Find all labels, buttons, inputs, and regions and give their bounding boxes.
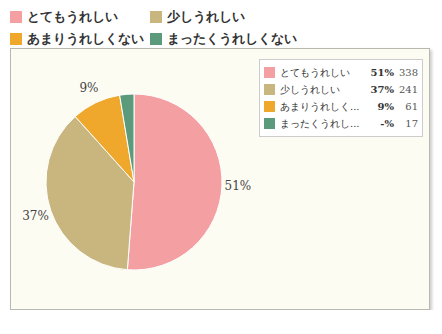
- html-text:338: 338: [398, 67, 418, 78]
- html-text:あまりうれしくない: あまりうれしくない: [27, 31, 144, 46]
- html-text:9%: 9%: [377, 101, 394, 112]
- html-text:まったくうれし...: まったくうれし...: [280, 117, 360, 129]
- html-text:17: 17: [405, 118, 418, 129]
- html-text:51%: 51%: [370, 67, 394, 78]
- html-text:とてもうれしい: とてもうれしい: [27, 9, 118, 24]
- html-text:あまりうれしく...: あまりうれしく...: [280, 100, 360, 112]
- html-text:まったくうれしくない: まったくうれしくない: [167, 31, 297, 46]
- html-text:少しうれしい: 少しうれしい: [167, 9, 245, 24]
- svg-text:37%: 37%: [22, 209, 49, 223]
- svg-text:51%: 51%: [225, 179, 251, 193]
- html-text:少しうれしい: 少しうれしい: [280, 83, 340, 95]
- html-text:とてもうれしい: とてもうれしい: [280, 66, 350, 78]
- svg-text:9%: 9%: [79, 81, 98, 95]
- html-text:61: 61: [405, 101, 418, 112]
- html-text:37%: 37%: [370, 84, 394, 95]
- html-text:241: 241: [398, 84, 418, 95]
